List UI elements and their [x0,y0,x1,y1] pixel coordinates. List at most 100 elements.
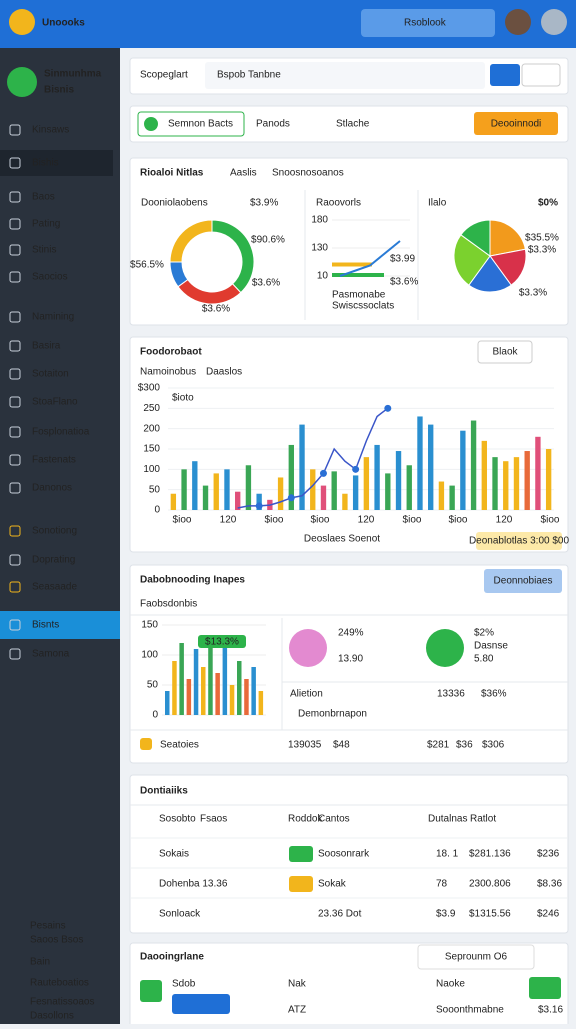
cell: 2300.806 [469,879,511,890]
avatar[interactable] [541,9,567,35]
nav-icon [9,581,21,593]
nav-item[interactable]: Kinsaws [32,125,69,136]
nav-item[interactable]: Samona [32,649,70,660]
label: $2% [474,628,494,639]
nav-item[interactable]: Sonotiong [32,526,77,537]
line [339,240,401,277]
nav-item[interactable]: StoaFlano [32,397,78,408]
bar [179,643,184,715]
label: $3.99 [390,254,415,265]
bar [202,485,209,510]
button[interactable] [521,63,561,87]
tick-label: 50 [149,484,161,495]
avatar[interactable] [505,9,531,35]
nav-footer[interactable]: Saoos Bsos [30,935,83,946]
sidebar-logo [7,67,37,97]
label[interactable]: Blaok [492,347,518,358]
label: $3.6% [202,304,230,315]
button[interactable] [474,112,558,135]
cell-badge [289,876,313,892]
nav-item[interactable]: Sotaiton [32,369,69,380]
nav-icon [9,191,21,203]
bar [165,691,170,715]
label: $90.6% [251,235,285,246]
nav-item[interactable]: Doprating [32,555,75,566]
nav-icon [9,368,21,380]
tick-label: 50 [147,680,159,691]
cell: Sokais [159,849,189,860]
logo [9,9,35,35]
label[interactable]: Deonnobiaes [494,576,553,587]
bar [258,691,264,715]
label: Daooingrlane [140,952,204,963]
nav-item[interactable]: Bishis [32,158,59,169]
slice [460,219,491,257]
nav-item[interactable]: Fastenats [32,455,76,466]
bar [245,465,252,510]
badge [476,532,562,550]
tab-icon [144,117,158,131]
nav-item[interactable]: Fosplonatioa [32,427,90,438]
select[interactable] [417,944,535,970]
tick-label: 150 [141,620,158,631]
label: Scopeglart [140,70,188,81]
nav-item[interactable]: Bisnts [32,620,59,631]
nav-item[interactable]: Saocios [32,272,68,283]
tick-label: $ioo [173,515,192,526]
label[interactable]: Seprounm O6 [445,952,508,963]
search-text: Rsoblook [404,18,447,29]
nav-item[interactable]: Baos [32,192,55,203]
cell: $1315.56 [469,909,511,920]
nav-footer[interactable]: Dasollons [30,1011,74,1022]
label: Pasmonabe [332,290,386,301]
column-header: Fsaos [200,814,227,825]
button[interactable] [484,569,562,593]
nav-icon [9,124,21,136]
nav-footer[interactable]: Pesains [30,921,66,932]
bar [385,473,391,510]
trend-point [384,404,392,412]
slice [169,219,213,263]
nav-icon [9,648,21,660]
bar [170,493,177,510]
bar [513,457,520,510]
label: Deonablotlas 3:00 $00 [469,536,570,547]
nav-footer[interactable]: Rauteboatios [30,978,89,989]
bar [428,424,434,510]
nav-footer[interactable]: Bain [30,957,50,968]
bar [224,469,230,510]
tab[interactable]: Stlache [336,119,370,130]
trend-point [319,469,327,477]
label: Faobsdonbis [140,599,197,610]
bar [406,465,412,510]
nav-item[interactable]: Seasaade [32,582,77,593]
label: Sooonthmabne [436,1005,504,1016]
bar [535,436,541,510]
label[interactable]: Deooinnodi [491,119,542,130]
label: $0% [538,198,558,209]
button[interactable] [490,64,520,86]
label: Bspob Tanbne [217,70,281,81]
label: 13.90 [338,654,363,665]
label: Deoslaes Soenot [304,534,380,545]
nav-item[interactable]: Namining [32,312,74,323]
nav-item[interactable]: Danonos [32,483,72,494]
bar [481,440,487,510]
tab-active[interactable] [137,111,245,137]
bar [320,485,327,510]
input[interactable] [205,62,485,89]
nav-footer[interactable]: Fesnatissoaos [30,997,94,1008]
bar [363,457,370,510]
tab[interactable]: Semnon Bacts [168,119,233,130]
bar [215,673,220,715]
nav-item[interactable]: Pating [32,219,60,230]
search-box[interactable] [361,9,495,37]
dropdown[interactable] [477,340,533,364]
tab[interactable]: Panods [256,119,290,130]
bar [244,679,249,715]
button[interactable] [529,977,561,999]
nav-item[interactable]: Basira [32,341,61,352]
stat-circle [289,629,327,667]
bar [438,481,445,510]
nav-item[interactable]: Stinis [32,245,56,256]
